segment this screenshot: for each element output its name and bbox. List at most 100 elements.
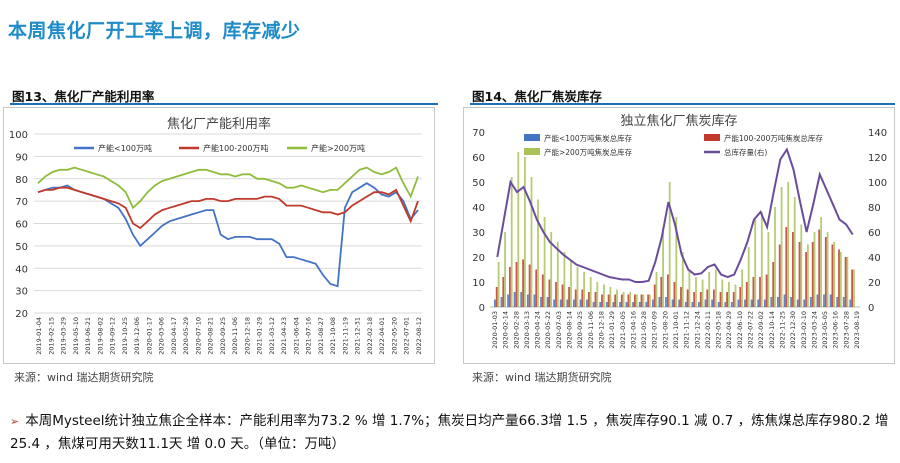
- x-tick-label: 2022-02-11: [704, 311, 712, 349]
- y2-tick-label: 140: [868, 128, 887, 139]
- bar: [581, 289, 584, 307]
- series-line: [37, 166, 419, 210]
- y-tick-label: 20: [15, 309, 28, 320]
- bar: [744, 299, 746, 307]
- x-tick-label: 2019-12-06: [133, 317, 141, 355]
- x-tick-label: 2020-12-18: [597, 311, 605, 349]
- y-tick-label: 90: [15, 152, 28, 163]
- x-tick-label: 2020-01-17: [145, 317, 153, 355]
- summary-paragraph: ➢ 本周Mysteel统计独立焦企全样本：产能利用率为73.2 % 增 1.7%；…: [10, 410, 895, 455]
- y-tick-label: 60: [472, 153, 485, 164]
- bar: [739, 287, 742, 307]
- bar: [759, 277, 761, 307]
- bar: [818, 229, 821, 307]
- x-tick-label: 2021-08-27: [317, 317, 325, 355]
- bar: [836, 297, 839, 307]
- chart-title: 独立焦化厂焦炭库存: [620, 113, 737, 129]
- figure13-chart: 焦化厂产能利用率 100 90 80 70 60 50 40 30 20 2019-01-04 201…: [9, 116, 423, 355]
- y2-tick-label: 120: [868, 153, 887, 164]
- figure14-chart-frame: 独立焦化厂焦炭库存 70 60 50 40 30 20 10 0 140 120 100 80 60 40 2…: [463, 107, 895, 364]
- bar: [535, 269, 538, 307]
- legend-label: 产能100-200万吨: [203, 143, 268, 153]
- figure14-caption-rule: [470, 103, 895, 105]
- x-tick-label: 2022-04-29: [725, 311, 733, 349]
- x-tick-label: 2022-07-22: [747, 311, 755, 349]
- bar: [607, 294, 610, 307]
- bar: [754, 219, 757, 307]
- bar: [717, 302, 720, 307]
- bar: [721, 279, 724, 307]
- summary-text: 本周Mysteel统计独立焦企全样本：产能利用率为73.2 % 增 1.7%；焦…: [10, 413, 889, 452]
- bar: [612, 302, 615, 307]
- bar: [586, 299, 588, 307]
- y2-tick-label: 80: [868, 203, 881, 214]
- y-tick-label: 50: [15, 242, 28, 253]
- y-tick-label: 10: [472, 278, 485, 289]
- bar: [778, 244, 781, 307]
- bar: [614, 294, 617, 307]
- x-tick-label: 2022-02-18: [366, 317, 374, 355]
- bar: [634, 294, 636, 307]
- bar: [698, 302, 700, 307]
- x-tick-label: 2019-02-15: [47, 317, 55, 355]
- x-tick-label: 2022-11-25: [778, 311, 786, 349]
- x-tick-label: 2022-07-01: [403, 317, 411, 355]
- bar: [596, 282, 599, 307]
- bar: [660, 277, 663, 307]
- bar: [540, 297, 542, 307]
- bar: [752, 277, 755, 307]
- bar: [655, 272, 658, 307]
- bar: [528, 264, 531, 307]
- y-tick-label: 70: [15, 197, 28, 208]
- bar: [684, 302, 687, 307]
- bar: [502, 277, 505, 307]
- bar: [793, 197, 796, 307]
- bar: [658, 297, 661, 307]
- bar: [688, 269, 691, 307]
- y-tick-label: 80: [15, 175, 28, 186]
- x-tick-label: 2020-08-14: [566, 311, 574, 349]
- x-tick-label: 2020-04-17: [170, 317, 178, 355]
- bar: [839, 252, 842, 307]
- bar: [673, 282, 676, 307]
- x-tick-label: 2022-08-12: [415, 317, 423, 355]
- bar: [638, 302, 641, 307]
- bar: [823, 294, 825, 307]
- bar: [599, 302, 602, 307]
- x-tick-label: 2022-09-02: [757, 311, 765, 349]
- bar: [846, 257, 849, 307]
- bar: [494, 299, 496, 307]
- chart-title: 焦化厂产能利用率: [167, 116, 271, 132]
- bar: [574, 289, 577, 307]
- bar: [757, 299, 760, 307]
- bar: [726, 292, 728, 307]
- bar: [770, 297, 773, 307]
- bar: [826, 232, 829, 307]
- x-tick-label: 2021-06-04: [292, 317, 300, 355]
- x-tick-label: 2019-03-29: [60, 317, 68, 355]
- bar: [831, 244, 834, 307]
- bar: [675, 217, 678, 307]
- figure13-caption-rule: [10, 103, 438, 105]
- bar: [559, 299, 562, 307]
- x-tick-label: 2022-06-10: [736, 311, 744, 349]
- bar: [497, 262, 500, 307]
- y-tick-label: 60: [15, 220, 28, 231]
- legend-label: 产能>200万吨: [311, 143, 365, 153]
- bar: [515, 262, 518, 307]
- x-tick-label: 2020-01-03: [491, 311, 499, 349]
- bar: [513, 292, 516, 307]
- x-tick-label: 2020-05-29: [182, 317, 190, 355]
- bar: [546, 297, 549, 307]
- bar: [724, 302, 727, 307]
- x-tick-label: 2020-05-22: [544, 311, 552, 349]
- x-tick-label: 2021-07-16: [305, 317, 313, 355]
- bar: [652, 299, 654, 307]
- bar: [594, 292, 597, 307]
- x-tick-label: 2021-12-24: [693, 311, 701, 349]
- x-tick-label: 2020-02-14: [502, 311, 510, 349]
- bar: [668, 182, 671, 307]
- bar: [649, 294, 651, 307]
- bullet-arrow-icon: ➢: [10, 415, 20, 428]
- bar: [807, 244, 809, 307]
